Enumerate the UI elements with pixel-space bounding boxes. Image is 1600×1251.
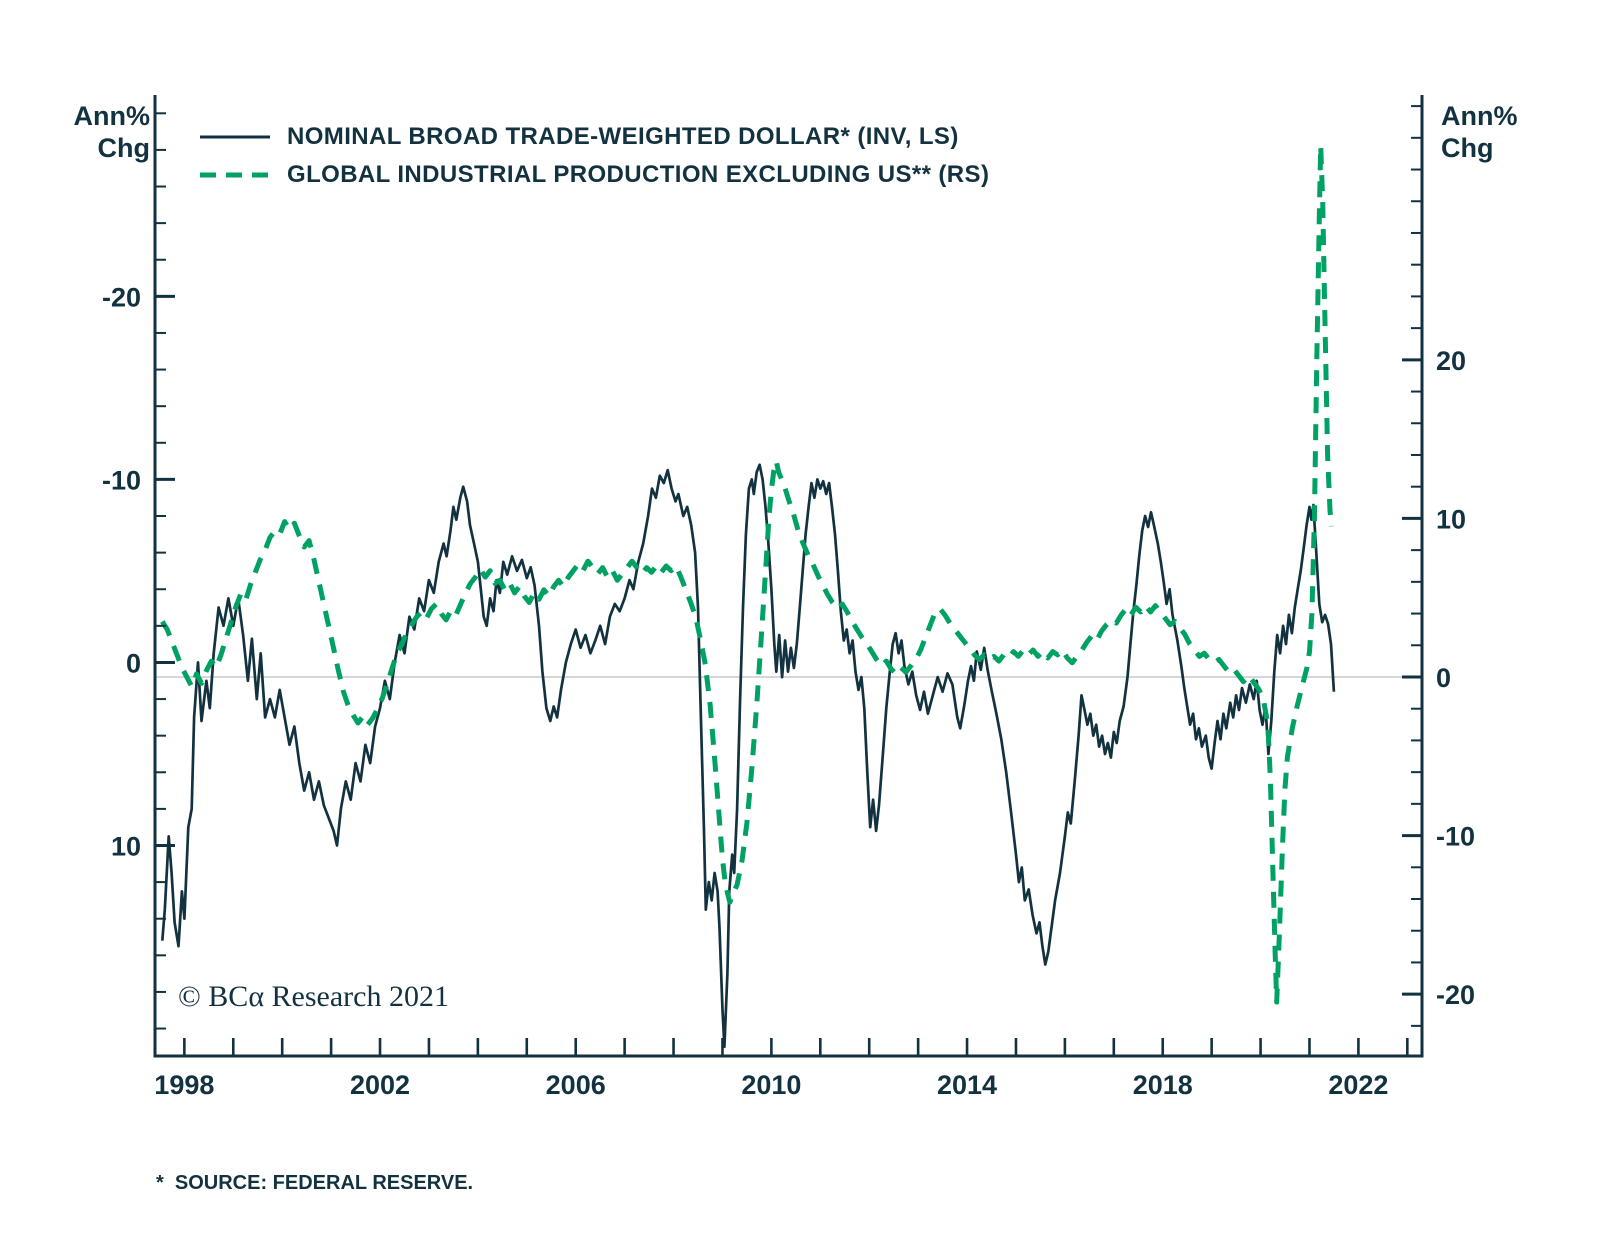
left-axis-title-line2: Chg xyxy=(97,133,150,163)
legend: NOMINAL BROAD TRADE-WEIGHTED DOLLAR* (IN… xyxy=(198,122,989,190)
svg-text:2014: 2014 xyxy=(937,1070,997,1100)
svg-text:-20: -20 xyxy=(102,282,141,312)
svg-text:0: 0 xyxy=(126,648,141,678)
legend-label-global-ip: GLOBAL INDUSTRIAL PRODUCTION EXCLUDING U… xyxy=(287,161,990,188)
dashed-line-icon xyxy=(200,172,270,178)
footnote-source: * SOURCE: FEDERAL RESERVE. xyxy=(156,1172,474,1194)
right-axis-title-line1: Ann% xyxy=(1441,101,1518,131)
svg-text:20: 20 xyxy=(1436,346,1466,376)
right-axis-title-line2: Chg xyxy=(1441,133,1494,163)
svg-text:2002: 2002 xyxy=(350,1070,410,1100)
legend-label-dollar: NOMINAL BROAD TRADE-WEIGHTED DOLLAR* (IN… xyxy=(287,123,959,150)
svg-text:-20: -20 xyxy=(1436,980,1475,1010)
svg-text:10: 10 xyxy=(111,831,141,861)
svg-text:-10: -10 xyxy=(1436,822,1475,852)
svg-text:-10: -10 xyxy=(102,465,141,495)
svg-text:2010: 2010 xyxy=(741,1070,801,1100)
legend-item-global-ip: GLOBAL INDUSTRIAL PRODUCTION EXCLUDING U… xyxy=(198,160,989,190)
solid-line-icon xyxy=(200,135,270,139)
svg-text:2022: 2022 xyxy=(1328,1070,1388,1100)
svg-text:2018: 2018 xyxy=(1133,1070,1193,1100)
footnotes: * SOURCE: FEDERAL RESERVE. ** WEIGHTED-A… xyxy=(156,1108,579,1251)
legend-item-dollar: NOMINAL BROAD TRADE-WEIGHTED DOLLAR* (IN… xyxy=(198,122,989,152)
svg-text:0: 0 xyxy=(1436,663,1451,693)
svg-text:2006: 2006 xyxy=(546,1070,606,1100)
svg-text:1998: 1998 xyxy=(154,1070,214,1100)
right-axis-title: Ann% Chg xyxy=(1441,100,1561,164)
svg-text:10: 10 xyxy=(1436,504,1466,534)
copyright: © BCα Research 2021 xyxy=(178,980,449,1013)
left-axis-title-line1: Ann% xyxy=(73,101,151,131)
left-axis-title: Ann% Chg xyxy=(48,100,151,164)
